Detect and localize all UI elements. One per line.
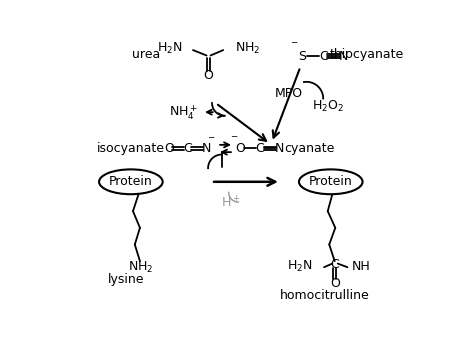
Text: homocitrulline: homocitrulline (280, 290, 370, 302)
Text: C: C (330, 258, 339, 271)
Text: Protein: Protein (309, 175, 353, 188)
Text: $\mathregular{NH_4^+}$: $\mathregular{NH_4^+}$ (169, 103, 198, 121)
Text: MPO: MPO (274, 87, 302, 101)
Text: N: N (275, 142, 284, 155)
Text: cyanate: cyanate (284, 142, 335, 155)
Text: $\mathregular{H^+}$: $\mathregular{H^+}$ (221, 195, 241, 211)
Text: O: O (235, 142, 245, 155)
Text: O: O (330, 278, 340, 290)
Text: N: N (202, 142, 211, 155)
Text: $\mathregular{NH_2}$: $\mathregular{NH_2}$ (236, 41, 261, 56)
Text: $^{-}$: $^{-}$ (230, 133, 239, 146)
Text: C: C (183, 142, 192, 155)
Text: C: C (255, 142, 264, 155)
Text: C: C (319, 50, 328, 63)
Text: lysine: lysine (108, 273, 145, 286)
Text: Protein: Protein (109, 175, 153, 188)
Text: $^{-}$: $^{-}$ (208, 135, 216, 147)
Text: NH: NH (351, 260, 370, 273)
Text: $\mathregular{NH_2}$: $\mathregular{NH_2}$ (128, 260, 153, 275)
Text: $^{-}$: $^{-}$ (290, 39, 299, 52)
Text: thiocyanate: thiocyanate (330, 48, 404, 61)
Text: $\mathregular{H_2N}$: $\mathregular{H_2N}$ (157, 41, 182, 56)
Text: $\mathregular{H_2O_2}$: $\mathregular{H_2O_2}$ (312, 98, 344, 114)
Text: S: S (298, 50, 306, 63)
Text: O: O (164, 142, 173, 155)
Text: urea: urea (132, 48, 160, 61)
Text: N: N (339, 50, 348, 63)
Text: $\mathregular{H_2N}$: $\mathregular{H_2N}$ (287, 259, 313, 274)
Text: isocyanate: isocyanate (97, 142, 165, 155)
Text: O: O (203, 69, 213, 82)
